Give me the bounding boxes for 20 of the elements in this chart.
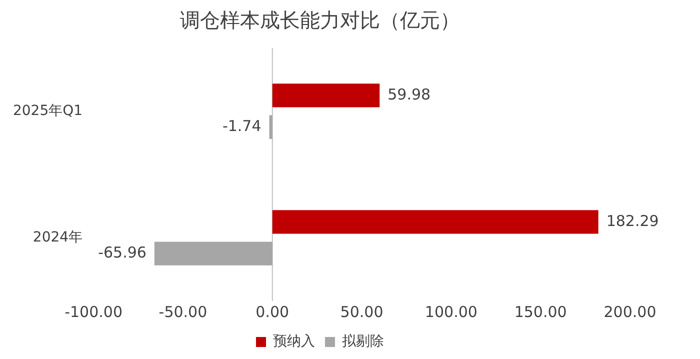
y-tick-label: 2025年Q1 [12,102,83,119]
x-tick-label: 100.00 [424,302,478,321]
x-tick-label: -100.00 [64,302,123,321]
data-label: 182.29 [606,212,659,230]
legend-label: 拟剔除 [342,334,384,350]
x-tick-label: 150.00 [514,302,567,321]
bar [154,242,272,266]
x-tick-label: 0.00 [256,302,290,321]
bar [272,84,380,108]
y-tick-label: 2024年 [32,229,83,246]
data-label: -65.96 [98,243,146,262]
bar [269,115,272,139]
bar [272,210,598,234]
legend-label: 预纳入 [273,334,315,350]
chart-title: 调仓样本成长能力对比（亿元） [180,8,460,32]
x-tick-label: 200.00 [604,302,656,321]
x-tick-label: -50.00 [158,302,208,321]
data-label: -1.74 [222,116,262,135]
x-tick-label: 50.00 [340,302,384,321]
data-label: 59.98 [388,85,431,104]
